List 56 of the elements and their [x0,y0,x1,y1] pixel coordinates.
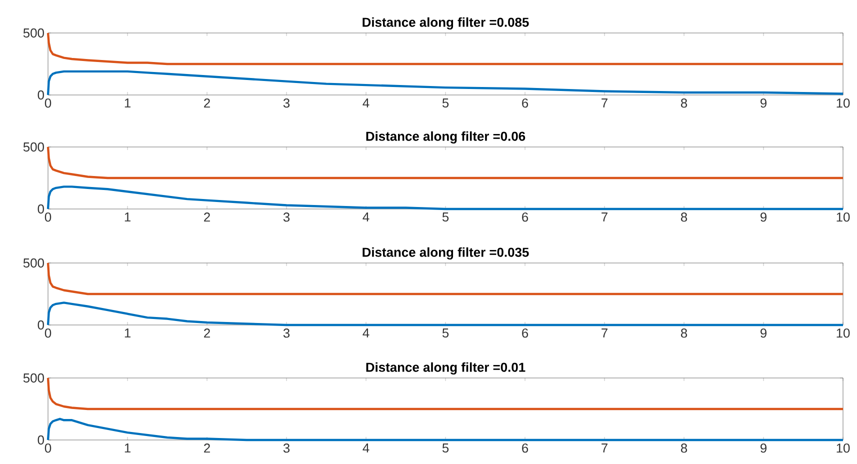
x-tick-label: 6 [522,328,528,338]
x-tick-label: 6 [522,444,528,453]
x-tick-label: 10 [836,212,850,222]
y-tick-label: 500 [23,258,44,268]
x-tick-label: 9 [760,212,767,222]
x-tick-label: 9 [760,444,767,453]
x-tick-label: 5 [442,98,449,108]
x-tick-label: 3 [283,98,290,108]
x-tick-label: 2 [204,444,210,453]
y-tick-label: 0 [38,320,44,330]
x-tick-label: 4 [362,328,370,338]
chart-title: Distance along filter =0.085 [362,17,529,30]
x-tick-label: 8 [680,444,688,453]
x-tick-label: 7 [602,328,608,338]
y-tick-label: 500 [23,373,44,383]
x-tick-label: 7 [602,444,608,452]
x-tick-label: 1 [124,212,130,222]
x-tick-label: 8 [680,328,688,338]
x-tick-label: 0 [44,212,52,222]
x-tick-label: 0 [44,444,52,453]
chart-title: Distance along filter =0.06 [366,131,526,144]
y-tick-label: 0 [38,204,44,214]
y-tick-label: 500 [23,28,44,38]
x-tick-label: 6 [522,212,528,222]
x-tick-label: 8 [680,212,688,222]
x-tick-label: 1 [124,98,130,108]
x-tick-label: 6 [522,98,528,108]
x-tick-label: 0 [44,98,52,108]
x-tick-label: 3 [283,444,290,453]
x-tick-label: 10 [836,98,850,108]
y-tick-label: 0 [38,90,44,100]
x-tick-label: 0 [44,328,52,338]
x-tick-label: 10 [836,444,850,453]
x-tick-label: 3 [283,328,290,338]
x-tick-label: 7 [602,212,608,222]
x-tick-label: 5 [442,328,449,338]
x-tick-label: 2 [204,328,210,338]
chart-title: Distance along filter =0.01 [366,362,526,374]
chart-title: Distance along filter =0.035 [362,247,529,260]
x-tick-label: 1 [124,328,130,338]
x-tick-label: 2 [204,212,210,222]
x-tick-label: 5 [442,444,449,453]
y-tick-label: 0 [38,435,44,445]
x-tick-label: 9 [760,98,767,108]
x-tick-label: 4 [362,98,370,108]
x-tick-label: 5 [442,212,449,222]
x-tick-label: 10 [836,328,850,338]
x-tick-label: 1 [124,444,130,452]
x-tick-label: 4 [362,444,370,452]
x-tick-label: 4 [362,212,370,222]
y-tick-label: 500 [23,142,44,152]
x-tick-label: 8 [680,98,688,108]
x-tick-label: 9 [760,328,767,338]
x-tick-label: 7 [602,98,608,108]
x-tick-label: 2 [204,98,210,108]
x-tick-label: 3 [283,212,290,222]
